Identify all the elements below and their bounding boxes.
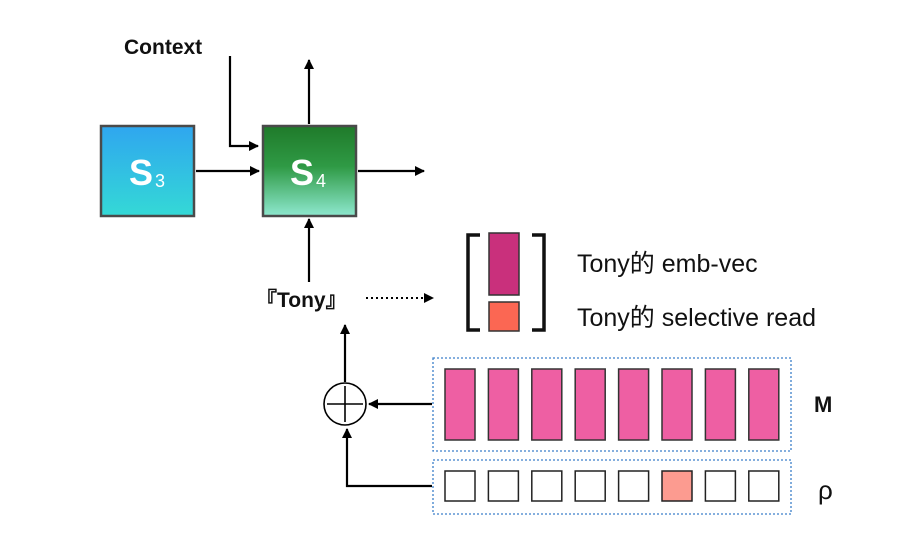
rho-cell: [444, 470, 476, 502]
memory-cell: [704, 368, 737, 441]
rho-cell: [487, 470, 520, 502]
state-s3: S 3: [99, 124, 196, 218]
rho-cell: [617, 470, 650, 502]
context-label: Context: [124, 36, 202, 59]
memory-cell: [661, 368, 693, 441]
input-vector: [466, 232, 546, 332]
context-arrow: [228, 56, 259, 151]
state-s3-subscript: 3: [155, 171, 165, 191]
selective-read-label: Tony的 selective read: [577, 304, 816, 332]
rho-cell: [574, 470, 606, 502]
rho-label: ρ: [818, 475, 833, 505]
memory-cell: [487, 368, 520, 441]
rho-dashed-border: [432, 459, 792, 515]
dotted-arrow-head: [424, 293, 434, 303]
rho-cells: [444, 470, 780, 502]
selective-read-block: [488, 301, 520, 332]
emb-vec-label: Tony的 emb-vec: [577, 250, 758, 278]
left-bracket: [466, 233, 480, 332]
memory-cell: [748, 368, 780, 441]
memory-label: M: [814, 392, 832, 417]
memory-cells: [444, 368, 780, 441]
memory-cell: [617, 368, 650, 441]
state-s4: S 4: [261, 124, 358, 218]
memory-dashed-border: [432, 357, 792, 452]
input-word-label: 『Tony』: [256, 288, 347, 312]
rho-cell-highlighted: [661, 470, 693, 502]
emb-vec-block: [488, 232, 520, 296]
state-s4-subscript: 4: [316, 171, 326, 191]
state-s3-box: [99, 124, 196, 218]
memory-cell: [531, 368, 563, 441]
memory-cell: [444, 368, 476, 441]
state-s3-letter: S: [129, 152, 153, 193]
rho-to-plus-arrow: [342, 428, 432, 488]
rho-cell: [748, 470, 780, 502]
memory-cell: [574, 368, 606, 441]
plus-circle-icon: [323, 382, 367, 426]
state-s4-box: [261, 124, 358, 218]
state-s4-letter: S: [290, 152, 314, 193]
rho-cell: [531, 470, 563, 502]
rho-cell: [704, 470, 737, 502]
right-bracket: [532, 233, 546, 332]
